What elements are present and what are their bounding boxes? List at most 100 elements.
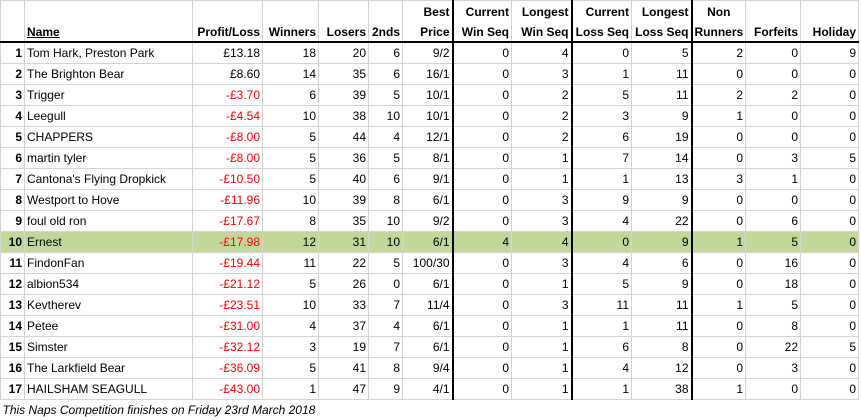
cell-longest-loss-seq: 22 (632, 211, 692, 232)
footer-note: This Naps Competition finishes on Friday… (1, 400, 859, 420)
cell-losers: 35 (319, 211, 369, 232)
cell-non-runners: 1 (692, 295, 746, 316)
cell-holiday: 0 (801, 253, 859, 274)
cell-name: albion534 (25, 274, 193, 295)
cell-winners: 5 (263, 358, 319, 379)
cell-current-loss-seq: 9 (572, 190, 632, 211)
cell-losers: 26 (319, 274, 369, 295)
cell-winners: 5 (263, 169, 319, 190)
cell-forfeits: 8 (746, 316, 801, 337)
cell-non-runners: 1 (692, 232, 746, 253)
cell-longest-loss-seq: 6 (632, 253, 692, 274)
col-forfeits: Forfeits (746, 21, 801, 42)
cell-seconds: 5 (369, 148, 403, 169)
cell-winners: 3 (263, 337, 319, 358)
col-non-runners: Runners (692, 21, 746, 42)
cell-forfeits: 5 (746, 295, 801, 316)
cell-best-price: 9/4 (403, 358, 453, 379)
cell-losers: 36 (319, 148, 369, 169)
cell-longest-loss-seq: 11 (632, 295, 692, 316)
cell-name: FindonFan (25, 253, 193, 274)
cell-current-loss-seq: 6 (572, 337, 632, 358)
cell-name: CHAPPERS (25, 127, 193, 148)
cell-name: foul old ron (25, 211, 193, 232)
cell-best-price: 11/4 (403, 295, 453, 316)
cell-profit-loss: £13.18 (193, 42, 263, 64)
cell-non-runners: 3 (692, 169, 746, 190)
col-longest-win: Win Seq (512, 21, 572, 42)
cell-current-win-seq: 0 (453, 253, 512, 274)
cell-best-price: 100/30 (403, 253, 453, 274)
cell-current-loss-seq: 5 (572, 85, 632, 106)
cell-longest-win-seq: 4 (512, 232, 572, 253)
cell-forfeits: 3 (746, 148, 801, 169)
cell-current-win-seq: 0 (453, 169, 512, 190)
cell-rank: 1 (1, 42, 25, 64)
cell-seconds: 7 (369, 337, 403, 358)
cell-longest-win-seq: 1 (512, 358, 572, 379)
col-holiday: Holiday (801, 21, 859, 42)
cell-longest-win-seq: 4 (512, 42, 572, 64)
cell-profit-loss: -£17.98 (193, 232, 263, 253)
cell-holiday: 0 (801, 316, 859, 337)
cell-current-win-seq: 0 (453, 337, 512, 358)
col-best-price-top: Best (403, 1, 453, 22)
cell-winners: 11 (263, 253, 319, 274)
cell-current-loss-seq: 6 (572, 127, 632, 148)
cell-forfeits: 6 (746, 211, 801, 232)
cell-winners: 10 (263, 295, 319, 316)
cell-forfeits: 2 (746, 85, 801, 106)
cell-holiday: 5 (801, 337, 859, 358)
cell-name: Cantona's Flying Dropkick (25, 169, 193, 190)
cell-profit-loss: -£21.12 (193, 274, 263, 295)
cell-name: Kevtherev (25, 295, 193, 316)
cell-current-win-seq: 0 (453, 106, 512, 127)
cell-current-loss-seq: 5 (572, 274, 632, 295)
cell-best-price: 10/1 (403, 85, 453, 106)
cell-current-win-seq: 4 (453, 232, 512, 253)
cell-losers: 37 (319, 316, 369, 337)
cell-name: Tom Hark, Preston Park (25, 42, 193, 64)
cell-losers: 19 (319, 337, 369, 358)
cell-losers: 39 (319, 190, 369, 211)
cell-current-win-seq: 0 (453, 127, 512, 148)
cell-current-loss-seq: 4 (572, 253, 632, 274)
cell-holiday: 0 (801, 64, 859, 85)
cell-forfeits: 18 (746, 274, 801, 295)
cell-name: martin tyler (25, 148, 193, 169)
cell-seconds: 10 (369, 106, 403, 127)
cell-longest-loss-seq: 9 (632, 190, 692, 211)
cell-best-price: 16/1 (403, 64, 453, 85)
cell-longest-win-seq: 3 (512, 190, 572, 211)
cell-rank: 16 (1, 358, 25, 379)
cell-best-price: 12/1 (403, 127, 453, 148)
cell-rank: 9 (1, 211, 25, 232)
cell-current-win-seq: 0 (453, 85, 512, 106)
cell-longest-loss-seq: 11 (632, 316, 692, 337)
cell-current-win-seq: 0 (453, 358, 512, 379)
cell-name: HAILSHAM SEAGULL (25, 379, 193, 400)
cell-best-price: 9/1 (403, 169, 453, 190)
cell-longest-loss-seq: 9 (632, 232, 692, 253)
cell-best-price: 6/1 (403, 316, 453, 337)
cell-profit-loss: -£32.12 (193, 337, 263, 358)
cell-name: The Larkfield Bear (25, 358, 193, 379)
cell-rank: 14 (1, 316, 25, 337)
cell-best-price: 6/1 (403, 274, 453, 295)
cell-rank: 12 (1, 274, 25, 295)
cell-longest-loss-seq: 5 (632, 42, 692, 64)
cell-losers: 35 (319, 64, 369, 85)
cell-longest-loss-seq: 11 (632, 85, 692, 106)
cell-best-price: 6/1 (403, 337, 453, 358)
cell-non-runners: 2 (692, 85, 746, 106)
cell-holiday: 0 (801, 379, 859, 400)
cell-profit-loss: -£10.50 (193, 169, 263, 190)
cell-current-win-seq: 0 (453, 295, 512, 316)
cell-winners: 5 (263, 127, 319, 148)
cell-seconds: 8 (369, 190, 403, 211)
